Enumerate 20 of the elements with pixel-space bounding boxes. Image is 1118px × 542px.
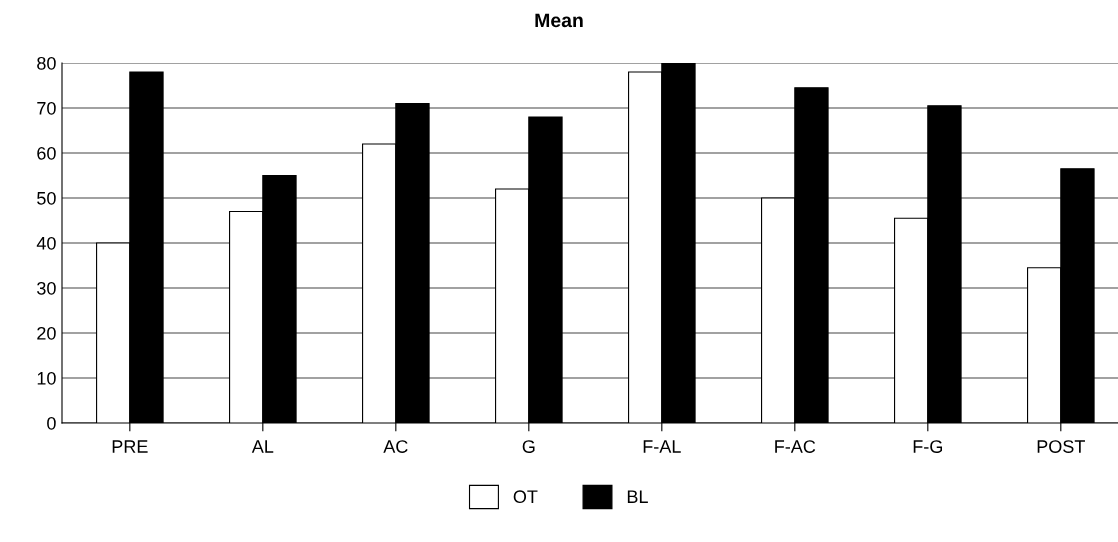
x-tick-label: F-AL bbox=[643, 440, 681, 453]
x-tick-label: PRE bbox=[112, 440, 148, 453]
x-tick-label: AC bbox=[383, 440, 408, 453]
y-tick-label: 20 bbox=[37, 326, 56, 340]
y-tick-label: 0 bbox=[47, 416, 56, 430]
y-tick-label: 40 bbox=[36, 236, 56, 250]
legend-label: OT bbox=[513, 490, 538, 504]
x-tick-label: F-G bbox=[913, 440, 943, 453]
x-tick-label: F-AC bbox=[775, 440, 816, 453]
y-tick-label: 10 bbox=[37, 371, 56, 385]
x-tick-label: POST bbox=[1037, 440, 1085, 453]
x-tick-label: G bbox=[522, 440, 535, 453]
y-tick-label: 70 bbox=[37, 101, 56, 115]
legend-label: BL bbox=[627, 490, 648, 503]
y-tick-label: 50 bbox=[37, 191, 56, 205]
chart-title: Mean bbox=[535, 13, 583, 28]
y-tick-label: 30 bbox=[37, 281, 56, 295]
x-tick-label: AL bbox=[251, 440, 274, 453]
y-tick-label: 80 bbox=[37, 56, 56, 70]
y-tick-label: 60 bbox=[37, 146, 56, 160]
